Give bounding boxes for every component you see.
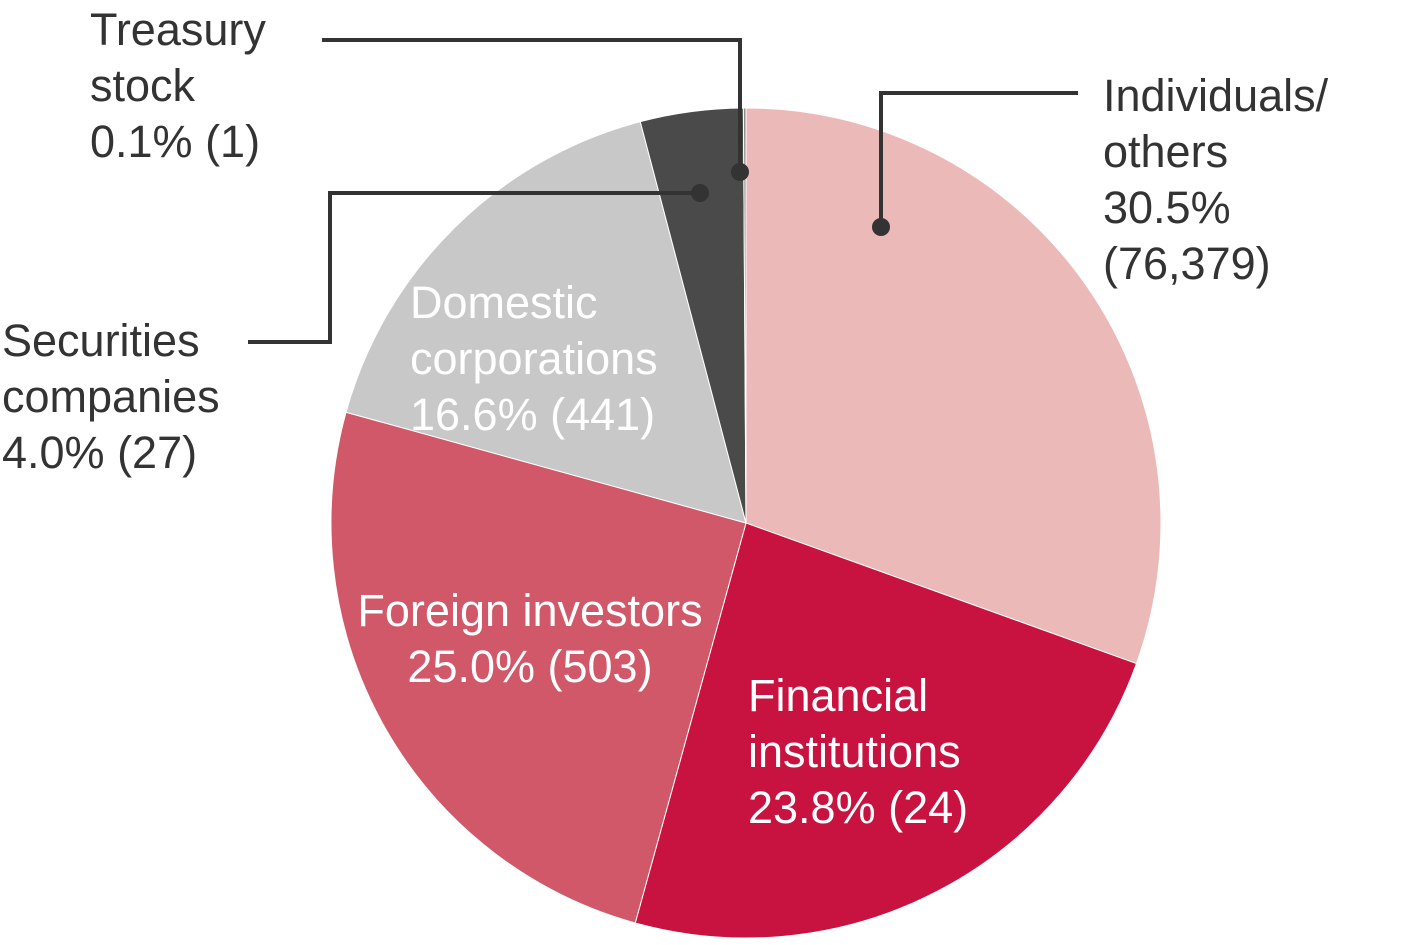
slice-label: Domestic corporations 16.6% (441) bbox=[410, 275, 730, 443]
pie-slice bbox=[634, 522, 1138, 939]
value-label: 25.0% (503) bbox=[407, 641, 653, 692]
category-label: Financial institutions bbox=[748, 670, 961, 777]
category-label: Treasury stock bbox=[90, 4, 266, 111]
leader-line bbox=[322, 38, 742, 172]
leader-dot bbox=[872, 218, 890, 236]
leader-line bbox=[879, 91, 1078, 227]
value-label: 23.8% (24) bbox=[748, 782, 969, 833]
category-label: Domestic corporations bbox=[410, 277, 658, 384]
slice-label: Financial institutions 23.8% (24) bbox=[748, 668, 1048, 836]
leader-dots bbox=[691, 163, 890, 236]
slice-label: Foreign investors 25.0% (503) bbox=[330, 583, 730, 695]
pie-slice bbox=[330, 411, 747, 924]
slice-label: Securities companies 4.0% (27) bbox=[2, 313, 272, 481]
slice-label: Individuals/ others 30.5% (76,379) bbox=[1103, 68, 1403, 292]
category-label: Individuals/ others bbox=[1103, 70, 1329, 177]
value-label: 30.5% (76,379) bbox=[1103, 182, 1271, 289]
slice-label: Treasury stock 0.1% (1) bbox=[90, 2, 310, 170]
value-label: 4.0% (27) bbox=[2, 427, 198, 478]
leader-line bbox=[248, 191, 700, 344]
pie-slice bbox=[742, 107, 747, 524]
leader-dot bbox=[731, 163, 749, 181]
value-label: 16.6% (441) bbox=[410, 389, 656, 440]
pie-slice bbox=[345, 121, 747, 524]
category-label: Securities companies bbox=[2, 315, 220, 422]
leader-lines bbox=[248, 38, 1078, 344]
value-label: 0.1% (1) bbox=[90, 116, 261, 167]
leader-dot bbox=[691, 184, 709, 202]
pie-slice bbox=[745, 107, 1162, 665]
category-label: Foreign investors bbox=[357, 585, 703, 636]
